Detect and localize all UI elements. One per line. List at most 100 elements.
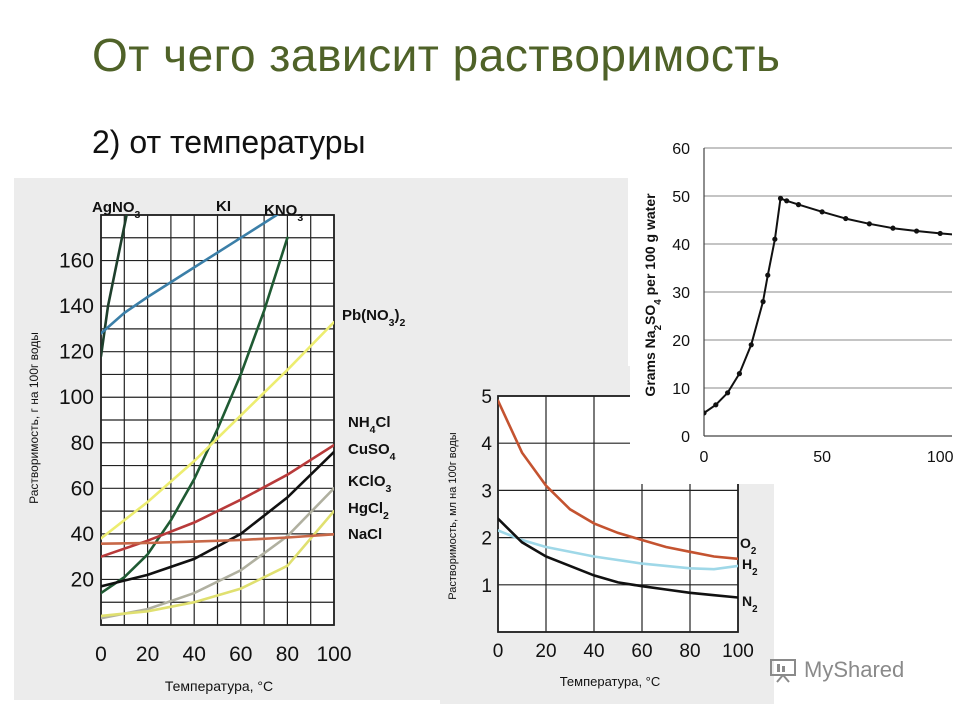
solids-legend-label-cuso4-part: 4 (390, 451, 396, 463)
gases-xtick-label: 100 (722, 641, 754, 662)
solids-xtick-label: 20 (136, 643, 159, 666)
watermark-text: MyShared (804, 657, 905, 682)
gases-plot-frame (497, 395, 739, 633)
na2so4-data-point (866, 221, 872, 227)
solids-legend-label-kno3: KNO3 (264, 202, 303, 224)
na2so4-ytick-label: 0 (681, 429, 690, 446)
gases-series-line-o2 (498, 399, 738, 561)
gases-yaxis-title: Растворимость, мл на 100г воды (447, 432, 459, 600)
solids-series-group (101, 215, 334, 620)
gases-legend-label-n2-part: N (742, 593, 752, 609)
solids-ytick-label: 60 (71, 477, 94, 500)
na2so4-yaxis-title-part: Grams Na (642, 330, 658, 396)
solids-legend-label-kclo3-part: 3 (386, 483, 392, 495)
solids-series-line-kclo3 (101, 487, 334, 620)
solids-series-line-pbno3 (101, 320, 334, 540)
na2so4-data-point (765, 272, 771, 278)
solids-legend-label-pbno3: Pb(NO3)2 (342, 307, 406, 329)
solids-legend-label-nh4cl: NH4Cl (348, 414, 391, 436)
gases-xtick-label: 0 (493, 641, 504, 662)
solids-legend-label-hgcl2-part: HgCl (348, 500, 383, 517)
gases-xtick-label: 40 (583, 641, 604, 662)
solids-legend-label-kclo3: KClO3 (348, 473, 392, 495)
solids-ytick-label: 140 (59, 295, 94, 318)
gases-ytick-label: 2 (481, 529, 492, 550)
solids-legend-label-nh4cl-part: 4 (370, 424, 376, 436)
gases-xaxis-title: Температура, °C (560, 674, 661, 689)
gases-legend-label-o2-part: 2 (751, 546, 757, 557)
na2so4-data-point (795, 202, 802, 208)
gases-ytick-label: 5 (481, 387, 492, 408)
solids-legend-label-agno3-part: 3 (135, 209, 141, 221)
na2so4-data-point (777, 195, 784, 201)
solids-series-line-kno3 (101, 236, 289, 595)
na2so4-ytick-label: 20 (672, 333, 690, 350)
gases-ytick-label: 1 (481, 576, 492, 597)
solids-legend-label-ki: KI (216, 198, 231, 215)
solids-ytick-label: 120 (59, 341, 94, 364)
solids-chart-svg: 0 20 40 60 80 100 20 40 60 80 100 120 140 160 Температ… (27, 198, 406, 694)
slide-subtitle: 2) от температуры (92, 124, 366, 160)
na2so4-data-point (725, 390, 731, 396)
solids-legend-label-kno3-part: KNO (264, 202, 298, 219)
gases-xtick-label: 60 (631, 641, 652, 662)
solids-ytick-label: 20 (71, 568, 94, 591)
na2so4-ytick-label: 50 (672, 189, 690, 206)
solids-legend-label-pbno3-part: Pb(NO (342, 307, 389, 324)
gases-ytick-label: 4 (481, 434, 492, 455)
solids-legend-label-pbno3-part: 2 (400, 317, 406, 329)
solids-series-line-ki (101, 215, 280, 335)
solids-series-line-nacl (101, 533, 334, 545)
na2so4-data-point (713, 402, 719, 408)
solids-yaxis-title: Растворимость, г на 100г воды (27, 332, 41, 504)
gases-legend-label-h2-part: H (742, 556, 752, 572)
na2so4-data-point (704, 410, 707, 416)
na2so4-chart-svg: 0 10 20 30 40 50 60 0 50 100 Grams Na2SO4 per 100 … (642, 141, 954, 466)
solids-legend-label-cuso4: CuSO4 (348, 441, 396, 463)
solids-legend-label-pbno3-part: 3 (389, 317, 395, 329)
gases-legend-label-o2: O2 (740, 535, 757, 557)
gases-series-group (498, 399, 738, 599)
solids-legend-label-nacl: NaCl (348, 526, 382, 543)
na2so4-yaxis-title-part: 2 (653, 324, 664, 330)
solids-legend-label-hgcl2-part: 2 (383, 510, 389, 522)
na2so4-data-point (890, 225, 896, 231)
solids-legend-label-kno3-part: 3 (297, 212, 303, 224)
solids-ytick-label: 160 (59, 250, 94, 273)
gases-xtick-label: 80 (679, 641, 700, 662)
solids-legend-label-kclo3-part: KClO (348, 473, 386, 490)
gases-legend-label-h2: H2 (742, 556, 758, 578)
na2so4-ytick-label: 30 (672, 285, 690, 302)
gases-legend-label-n2: N2 (742, 593, 758, 615)
solids-legend-label-nh4cl-part: NH (348, 414, 370, 431)
na2so4-data-point (760, 299, 766, 305)
na2so4-data-point (736, 371, 743, 377)
gases-legend-label-h2-part: 2 (752, 567, 758, 578)
na2so4-yaxis-title-part: SO (642, 305, 658, 325)
solids-xtick-label: 0 (95, 643, 107, 666)
na2so4-data-point (772, 236, 778, 242)
na2so4-data-point (937, 230, 943, 237)
na2so4-data-point (748, 342, 754, 348)
na2so4-data-point (843, 215, 849, 222)
gases-xtick-label: 20 (535, 641, 556, 662)
na2so4-series-group (704, 195, 952, 416)
solids-legend-label-hgcl2: HgCl2 (348, 500, 389, 522)
solids-plot-frame (100, 214, 335, 626)
solids-legend-label-pbno3-part: ) (395, 307, 400, 324)
na2so4-ytick-label: 60 (672, 141, 690, 158)
gases-ytick-label: 3 (481, 481, 492, 502)
presentation-icon (770, 659, 796, 683)
solids-legend-label-agno3: AgNO3 (92, 199, 141, 221)
solids-series-line-hgcl2 (101, 509, 334, 618)
na2so4-solubility-chart: 0 10 20 30 40 50 60 0 50 100 Grams Na2SO4 per 100 … (630, 120, 954, 484)
solids-xtick-label: 100 (316, 643, 351, 666)
solids-legend-label-nacl-part: NaCl (348, 526, 382, 543)
gases-series-line-h2 (498, 529, 738, 571)
na2so4-data-point (819, 209, 825, 215)
na2so4-xtick-label: 100 (927, 449, 954, 466)
na2so4-xtick-label: 50 (813, 449, 831, 466)
solids-xtick-label: 60 (229, 643, 252, 666)
na2so4-xtick-label: 0 (700, 449, 709, 466)
